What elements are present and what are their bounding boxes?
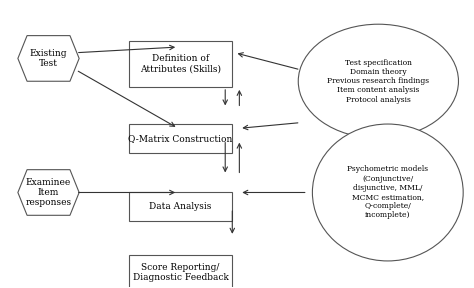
FancyBboxPatch shape — [128, 192, 232, 221]
Text: Definition of
Attributes (Skills): Definition of Attributes (Skills) — [140, 54, 221, 74]
FancyBboxPatch shape — [128, 124, 232, 153]
FancyBboxPatch shape — [128, 255, 232, 288]
Text: Existing
Test: Existing Test — [30, 49, 67, 68]
Ellipse shape — [312, 124, 463, 261]
Text: Examinee
Item
responses: Examinee Item responses — [26, 178, 72, 207]
FancyBboxPatch shape — [128, 41, 232, 87]
Text: Test specification
Domain theory
Previous research findings
Item content analysi: Test specification Domain theory Previou… — [328, 59, 429, 104]
Polygon shape — [18, 36, 79, 81]
Polygon shape — [18, 170, 79, 215]
Text: Score Reporting/
Diagnostic Feedback: Score Reporting/ Diagnostic Feedback — [133, 263, 228, 282]
Ellipse shape — [298, 24, 458, 138]
Text: Data Analysis: Data Analysis — [149, 202, 211, 211]
Text: Q-Matrix Construction: Q-Matrix Construction — [128, 134, 233, 143]
Text: Psychometric models
(Conjunctive/
disjunctive, MML/
MCMC estimation,
Q-complete/: Psychometric models (Conjunctive/ disjun… — [347, 166, 428, 219]
